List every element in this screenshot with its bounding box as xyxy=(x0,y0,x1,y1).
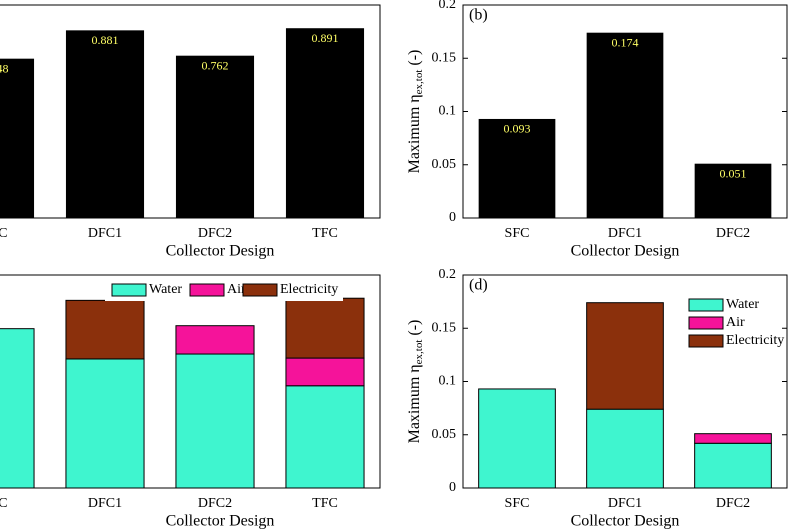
x-tick-label: TFC xyxy=(312,496,338,511)
bar-segment xyxy=(285,297,365,359)
y-tick-label: 0.2 xyxy=(439,0,457,12)
bar-segment xyxy=(694,442,772,489)
y-tick-label: 0.2 xyxy=(439,267,457,282)
bar xyxy=(285,28,365,219)
y-tick-label: 0.1 xyxy=(439,374,457,389)
bar-segment xyxy=(586,302,664,410)
bar-segment xyxy=(175,353,255,489)
y-tick-label: 0.1 xyxy=(439,104,457,119)
x-tick-label: TFC xyxy=(312,226,338,241)
bar-segment xyxy=(175,325,255,355)
x-axis-label: Collector Design xyxy=(166,513,275,530)
bar-segment xyxy=(65,299,145,360)
y-axis-label: Maximum ηex,tot (-) xyxy=(406,50,425,174)
plot-frame xyxy=(0,4,381,219)
x-tick-label: DFC1 xyxy=(608,226,642,241)
bar xyxy=(65,30,145,218)
x-axis-label: Collector Design xyxy=(571,513,680,530)
x-tick-label: DFC2 xyxy=(716,496,750,511)
x-axis-label: Collector Design xyxy=(166,243,275,260)
legend-swatch xyxy=(242,283,278,297)
x-tick-label: DFC2 xyxy=(198,496,232,511)
value-label: 0.881 xyxy=(92,33,119,47)
x-tick-label: SFC xyxy=(505,226,530,241)
x-axis-label: Collector Design xyxy=(571,243,680,260)
legend-label: Air xyxy=(726,315,745,330)
legend-swatch xyxy=(688,298,724,312)
value-label: 0.748 xyxy=(0,61,9,75)
x-tick-label: DFC2 xyxy=(198,226,232,241)
bar-segment xyxy=(65,358,145,489)
x-tick-label: SFC xyxy=(0,226,7,241)
value-label: 0.762 xyxy=(202,58,229,72)
y-label-sub: ex,tot xyxy=(413,340,425,365)
x-tick-label: DFC1 xyxy=(88,226,122,241)
legend-swatch xyxy=(111,283,147,297)
value-label: 0.093 xyxy=(504,122,531,136)
y-label-tail: (-) xyxy=(406,320,423,340)
y-tick-label: 0.05 xyxy=(432,427,457,442)
legend-swatch xyxy=(688,316,724,330)
bar xyxy=(478,118,556,218)
x-tick-label: SFC xyxy=(505,496,530,511)
x-tick-label: DFC1 xyxy=(608,496,642,511)
bar-segment xyxy=(285,357,365,387)
x-tick-label: SFC xyxy=(0,496,7,511)
bar xyxy=(694,163,772,218)
legend-label: Electricity xyxy=(726,333,784,348)
y-label-main: Maximum η xyxy=(406,364,423,443)
value-label: 0.891 xyxy=(312,31,339,45)
plot-frame xyxy=(0,274,381,489)
bar-segment xyxy=(586,408,664,489)
y-axis-label: Maximum ηex,tot (-) xyxy=(406,320,425,444)
legend-swatch xyxy=(189,283,225,297)
y-label-main: Maximum η xyxy=(406,94,423,173)
y-label-sub: ex,tot xyxy=(413,70,425,95)
bar-segment xyxy=(478,388,556,489)
y-tick-label: 0.15 xyxy=(432,50,457,65)
y-tick-label: 0.15 xyxy=(432,320,457,335)
value-label: 0.174 xyxy=(612,35,639,49)
bar xyxy=(175,55,255,218)
x-tick-label: DFC2 xyxy=(716,226,750,241)
legend-label: Water xyxy=(149,282,182,297)
value-label: 0.051 xyxy=(720,166,747,180)
y-tick-label: 0 xyxy=(449,210,456,225)
y-tick-label: 0.05 xyxy=(432,157,457,172)
legend-label: Water xyxy=(726,297,759,312)
legend-label: Air xyxy=(227,282,246,297)
bar-segment xyxy=(0,328,35,489)
bar xyxy=(0,58,35,219)
legend-label: Electricity xyxy=(280,282,338,297)
bar-segment xyxy=(694,433,772,444)
bar-segment xyxy=(285,385,365,489)
legend-swatch xyxy=(688,334,724,348)
y-tick-label: 0 xyxy=(449,480,456,495)
x-tick-label: DFC1 xyxy=(88,496,122,511)
panel-label: (d) xyxy=(469,277,488,294)
bar xyxy=(586,32,664,218)
panel-label: (b) xyxy=(469,7,488,24)
y-label-tail: (-) xyxy=(406,50,423,70)
